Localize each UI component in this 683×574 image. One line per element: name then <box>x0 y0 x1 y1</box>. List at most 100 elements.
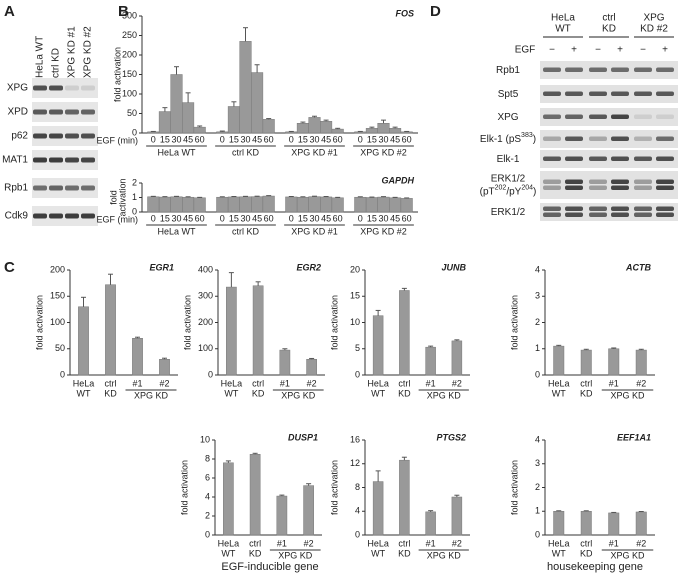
band <box>65 185 79 191</box>
caption: EGF-inducible gene <box>221 561 318 573</box>
bar <box>296 123 309 134</box>
y-tick-label: 50 <box>127 108 137 118</box>
x-tick-label: 0 <box>220 134 225 144</box>
row-label: MAT1 <box>2 155 28 166</box>
x-tick-label: WT <box>221 548 235 558</box>
band <box>589 206 607 211</box>
band <box>611 179 629 184</box>
bar <box>331 128 344 134</box>
x-tick-label: 30 <box>378 213 388 223</box>
x-tick-label: 0 <box>358 134 363 144</box>
x-tick-label: 0 <box>289 134 294 144</box>
x-tick-label: 15 <box>160 134 170 144</box>
x-tick-label: 15 <box>298 213 308 223</box>
band <box>65 109 79 115</box>
band <box>49 213 63 219</box>
y-axis-label: fold activation <box>179 460 189 515</box>
band <box>81 85 95 91</box>
row-label: ERK1/2 <box>491 207 526 218</box>
label-part: ERK1/2 <box>491 207 526 218</box>
y-tick-label: 3 <box>535 291 540 301</box>
bar <box>580 511 592 536</box>
band <box>543 179 561 184</box>
bar <box>389 128 402 134</box>
band <box>65 157 79 163</box>
column-label: XPG KD #1 <box>67 26 78 78</box>
x-tick-label: 30 <box>309 134 319 144</box>
y-tick-label: 6 <box>205 472 210 482</box>
panel-label: C <box>4 259 15 276</box>
x-tick-label: ctrl <box>580 538 592 548</box>
band <box>543 212 561 217</box>
bar <box>249 454 261 536</box>
x-tick-label: 60 <box>264 134 274 144</box>
label-part: XPG <box>497 112 518 123</box>
band <box>565 136 583 141</box>
y-tick-label: 4 <box>535 264 540 274</box>
x-tick-label: #1 <box>426 538 436 548</box>
x-tick-label: HeLa <box>218 538 240 548</box>
bar <box>216 131 229 134</box>
bar <box>425 511 436 536</box>
y-tick-label: 0 <box>208 369 213 379</box>
x-tick-label: KD <box>580 388 593 398</box>
group-label: XPG KD #2 <box>360 147 407 157</box>
y-axis-label: fold activation <box>509 295 519 350</box>
x-tick-label: 0 <box>220 213 225 223</box>
x-tick-label: ctrl <box>105 378 117 388</box>
row-label: Cdk9 <box>5 211 29 222</box>
x-tick-label: #1 <box>132 378 142 388</box>
chart-title: EEF1A1 <box>617 432 651 442</box>
y-tick-label: 0 <box>535 529 540 539</box>
y-tick-label: 10 <box>200 434 210 444</box>
x-tick-label: HeLa <box>221 378 243 388</box>
x-tick-label: 15 <box>298 134 308 144</box>
x-tick-label: 45 <box>252 134 262 144</box>
bar <box>400 131 413 134</box>
y-tick-label: 100 <box>122 88 137 98</box>
y-tick-label: 0 <box>355 369 360 379</box>
x-tick-label: 60 <box>402 134 412 144</box>
caption: housekeeping gene <box>547 561 643 573</box>
group-label: XPG KD <box>281 390 316 400</box>
band <box>81 133 95 139</box>
y-tick-label: 12 <box>350 458 360 468</box>
band <box>611 91 629 96</box>
band <box>49 109 63 115</box>
band <box>565 114 583 119</box>
bar <box>308 117 321 134</box>
band <box>49 157 63 163</box>
y-axis-label: fold activation <box>112 47 122 102</box>
bar <box>216 196 229 213</box>
row-label: XPG <box>7 83 28 94</box>
y-tick-label: 16 <box>350 434 360 444</box>
band <box>543 156 561 161</box>
band <box>565 67 583 72</box>
y-axis-label: fold activation <box>329 295 339 350</box>
band <box>543 67 561 72</box>
blot-strip <box>540 61 678 79</box>
bar <box>553 511 565 536</box>
band <box>634 91 652 96</box>
x-tick-label: ctrl <box>398 538 410 548</box>
x-tick-label: 15 <box>367 134 377 144</box>
bar <box>399 290 410 376</box>
group-label: ctrl KD <box>232 147 260 157</box>
bar <box>276 495 288 536</box>
band <box>634 212 652 217</box>
group-label: XPG KD <box>134 390 169 400</box>
row-label: XPG <box>497 112 518 123</box>
band <box>565 91 583 96</box>
x-tick-label: 60 <box>333 213 343 223</box>
label-part: ) <box>533 186 536 197</box>
band <box>634 114 652 119</box>
x-tick-label: HeLa <box>548 538 570 548</box>
group-label: HeLa WT <box>157 226 196 236</box>
band <box>81 185 95 191</box>
treatment-label: EGF <box>515 45 536 56</box>
y-tick-label: 8 <box>355 482 360 492</box>
y-tick-label: 0 <box>205 529 210 539</box>
bar <box>170 196 183 213</box>
bar <box>580 349 592 376</box>
x-tick-label: 0 <box>358 213 363 223</box>
